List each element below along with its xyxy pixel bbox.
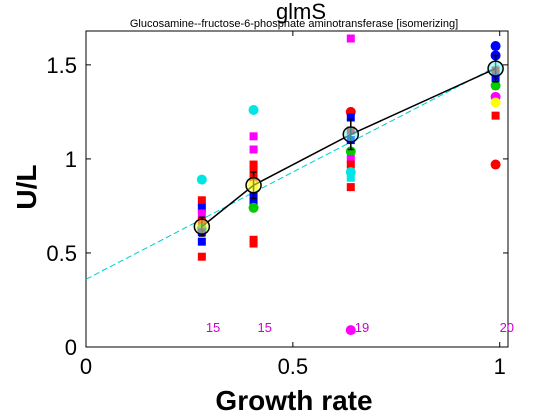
x-axis-label: Growth rate — [215, 385, 372, 416]
mean-marker — [342, 126, 360, 143]
sample-count-label: 15 — [258, 320, 272, 335]
mean-marker — [193, 218, 211, 235]
data-point — [248, 202, 259, 213]
data-point — [491, 111, 500, 120]
chart-title: glmS — [276, 0, 326, 24]
data-point — [346, 113, 355, 122]
y-tick-label: 1 — [65, 147, 77, 172]
data-point — [197, 252, 206, 261]
sample-count-label: 20 — [500, 320, 514, 335]
data-point — [346, 160, 355, 169]
data-point — [249, 198, 258, 207]
fit-line — [85, 64, 500, 280]
data-point — [346, 154, 355, 163]
fit-line-layer — [85, 64, 500, 280]
x-tick-label: 0 — [80, 354, 92, 379]
x-tick-label: 1 — [494, 354, 506, 379]
sample-counts: 15 15 19 20 — [206, 320, 514, 335]
mean-line — [201, 67, 496, 228]
sample-count-label: 15 — [206, 320, 220, 335]
data-point — [196, 174, 207, 185]
axis-ticks: 0 0.5 1 0 0.5 1 1.5 — [46, 31, 508, 379]
data-point — [346, 34, 355, 43]
data-point — [197, 209, 206, 218]
data-points — [196, 34, 501, 336]
data-point — [345, 325, 356, 336]
data-point — [346, 183, 355, 192]
sample-count-label: 19 — [355, 320, 369, 335]
data-point — [249, 160, 258, 169]
plot-frame — [85, 30, 509, 348]
chart-subtitle: Glucosamine--fructose-6-phosphate aminot… — [130, 18, 458, 30]
data-point — [249, 166, 258, 175]
y-tick-label: 0.5 — [46, 241, 77, 266]
data-point — [197, 237, 206, 246]
data-point — [490, 80, 501, 91]
data-point — [249, 239, 258, 248]
data-point — [248, 105, 259, 115]
x-tick-label: 0.5 — [278, 354, 309, 379]
data-point — [346, 173, 355, 182]
data-point — [197, 203, 206, 212]
y-tick-label: 1.5 — [46, 53, 77, 78]
data-point — [249, 145, 258, 154]
mean-marker — [245, 176, 262, 194]
y-tick-label: 0 — [65, 335, 77, 360]
mean-line-layer — [193, 54, 504, 237]
data-point — [197, 196, 206, 205]
mean-marker — [487, 60, 504, 77]
data-point — [490, 41, 501, 52]
data-point — [490, 97, 501, 108]
data-point — [249, 132, 258, 141]
y-axis-label: U/L — [11, 164, 42, 209]
data-point — [490, 159, 501, 170]
